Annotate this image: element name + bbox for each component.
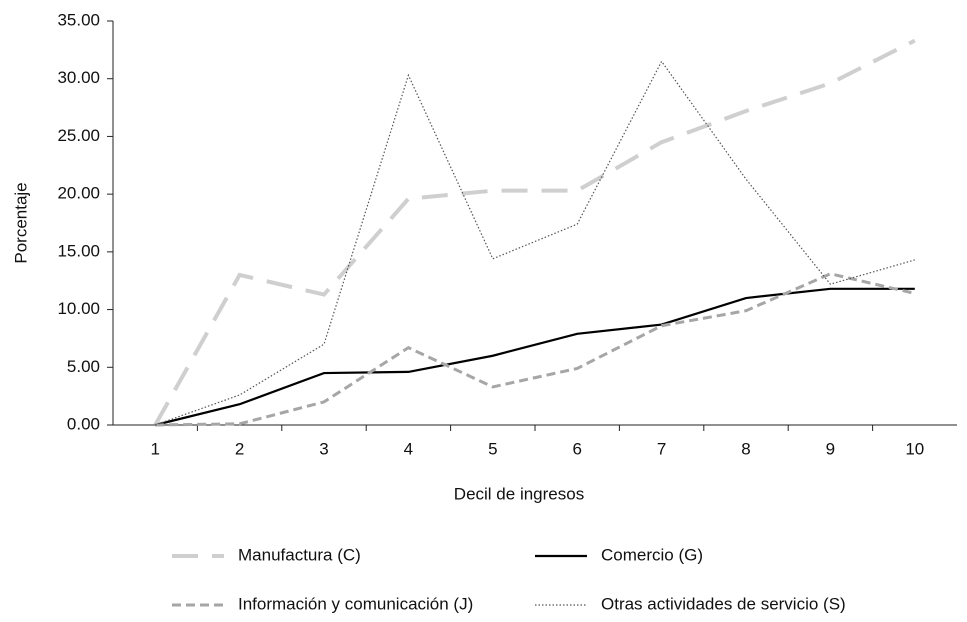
y-tick-label: 25.00 — [57, 126, 100, 145]
legend-label: Comercio (G) — [601, 545, 703, 564]
series-line — [154, 287, 915, 427]
y-tick-label: 30.00 — [57, 68, 100, 87]
y-tick-label: 10.00 — [57, 299, 100, 318]
legend-label: Otras actividades de servicio (S) — [601, 594, 846, 613]
x-tick-label: 2 — [235, 439, 244, 458]
legend-label: Manufactura (C) — [238, 545, 361, 564]
legend-label: Información y comunicación (J) — [238, 594, 473, 613]
x-tick-label: 8 — [741, 439, 750, 458]
y-axis-label: Porcentaje — [11, 182, 30, 263]
y-tick-label: 15.00 — [57, 241, 100, 260]
series-line — [155, 272, 916, 427]
x-tick-label: 4 — [404, 439, 413, 458]
x-tick-label: 9 — [826, 439, 835, 458]
series-line — [153, 38, 916, 426]
x-tick-label: 6 — [572, 439, 581, 458]
x-tick-label: 1 — [150, 439, 159, 458]
y-tick-label: 20.00 — [57, 184, 100, 203]
y-tick-label: 5.00 — [67, 357, 100, 376]
y-tick-label: 0.00 — [67, 414, 100, 433]
x-tick-label: 5 — [488, 439, 497, 458]
x-axis-label: Decil de ingresos — [454, 484, 584, 503]
y-tick-label: 35.00 — [57, 10, 100, 29]
series-line — [154, 60, 915, 426]
x-tick-label: 3 — [319, 439, 328, 458]
x-tick-label: 10 — [905, 439, 924, 458]
x-tick-label: 7 — [657, 439, 666, 458]
